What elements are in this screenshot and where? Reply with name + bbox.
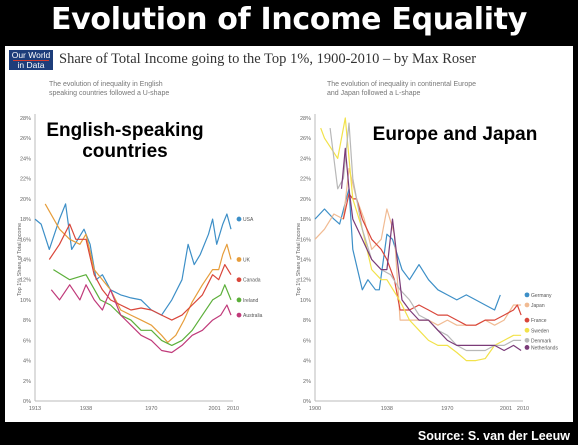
legend-label-australia: Australia [243,313,263,319]
y-tick-label: 24% [20,156,31,162]
y-tick-label: 20% [300,197,311,203]
y-tick-label: 14% [20,258,31,264]
legend-label-germany: Germany [531,293,552,299]
y-tick-label: 2% [23,379,31,385]
legend-marker-uk [236,257,242,262]
legend-label-ireland: Ireland [243,298,259,304]
x-tick-label: 2001 [500,406,512,412]
chart-caption: The evolution of inequality in English [49,81,163,88]
legend-label-netherlands: Netherlands [531,345,558,351]
x-tick-label: 1938 [80,406,92,412]
chart-caption: speaking countries followed a U-shape [49,90,169,97]
y-tick-label: 12% [300,278,311,284]
series-line-canada [48,223,232,321]
overlay-title: countries [82,141,168,162]
y-tick-label: 28% [300,116,311,122]
y-tick-label: 18% [300,217,311,223]
chart-europe-japan: The evolution of inequality in continent… [296,81,558,412]
x-tick-label: 1970 [145,406,157,412]
chart-panel: Our World in Data Share of Total Income … [5,46,573,422]
y-tick-label: 26% [20,136,31,142]
x-tick-label: 1913 [29,406,41,412]
y-tick-label: 16% [300,237,311,243]
series-line-australia [50,284,232,354]
x-tick-label: 2010 [517,406,529,412]
x-tick-label: 1938 [381,406,393,412]
series-line-uk [44,203,232,343]
chart-caption: The evolution of inequality in continent… [327,81,476,88]
y-tick-label: 22% [300,177,311,183]
headline: Evolution of Income Equality [50,2,528,37]
chart-caption: and Japan followed a L-shape [327,90,421,97]
y-tick-label: 6% [23,338,31,344]
series-line-netherlands [340,147,522,352]
series-line-usa [34,203,232,316]
y-tick-label: 2% [303,379,311,385]
legend-marker-australia [236,312,242,318]
legend-label-usa: USA [243,217,254,223]
y-tick-label: 24% [300,156,311,162]
y-tick-label: 8% [23,318,31,324]
series-line-germany [314,188,501,311]
y-axis-label: Top 1% Share of Total Income [17,223,23,296]
x-tick-label: 1900 [309,406,321,412]
legend-label-japan: Japan [531,303,545,309]
series-line-france [342,193,522,326]
y-tick-label: 18% [20,217,31,223]
logo-line1: Our World [11,50,51,60]
y-tick-label: 28% [20,116,31,122]
y-tick-label: 22% [20,177,31,183]
legend-label-sweden: Sweden [531,328,549,334]
y-tick-label: 4% [303,359,311,365]
y-tick-label: 10% [300,298,311,304]
logo-line2: in Data [13,60,49,70]
series-line-japan [314,167,522,326]
series-line-denmark [329,122,522,352]
legend-marker-canada [236,277,242,283]
legend-marker-ireland [236,297,242,303]
y-axis-label: Top 1% Share of Total Income [296,223,302,296]
y-tick-label: 12% [20,278,31,284]
y-tick-label: 10% [20,298,31,304]
y-tick-label: 8% [303,318,311,324]
legend-label-canada: Canada [243,278,261,284]
series-line-ireland [53,269,232,346]
y-tick-label: 6% [303,338,311,344]
y-tick-label: 14% [300,258,311,264]
series-line-sweden [320,117,522,362]
y-tick-label: 0% [303,399,311,405]
overlay-title: English-speaking [46,120,203,141]
chart-subtitle: Share of Total Income going to the Top 1… [59,51,477,67]
overlay-title: Europe and Japan [373,124,538,145]
y-tick-label: 16% [20,237,31,243]
legend-label-uk: UK [243,258,251,264]
y-tick-label: 4% [23,359,31,365]
our-world-in-data-logo[interactable]: Our World in Data [9,50,53,70]
legend-marker-germany [524,292,530,298]
legend-marker-usa [236,216,242,222]
y-tick-label: 26% [300,136,311,142]
legend-marker-denmark [524,337,530,343]
chart-english-speaking: The evolution of inequality in English sp… [17,81,263,412]
x-tick-label: 1970 [441,406,453,412]
x-tick-label: 2010 [227,406,239,412]
legend-marker-japan [524,302,530,308]
source-credit: Source: S. van der Leeuw [417,429,570,443]
legend-label-france: France [531,318,547,324]
legend-marker-sweden [524,327,530,333]
legend-marker-netherlands [524,345,530,350]
y-tick-label: 20% [20,197,31,203]
legend-label-denmark: Denmark [531,338,552,344]
x-tick-label: 2001 [209,406,221,412]
y-tick-label: 0% [23,399,31,405]
legend-marker-france [524,317,530,323]
